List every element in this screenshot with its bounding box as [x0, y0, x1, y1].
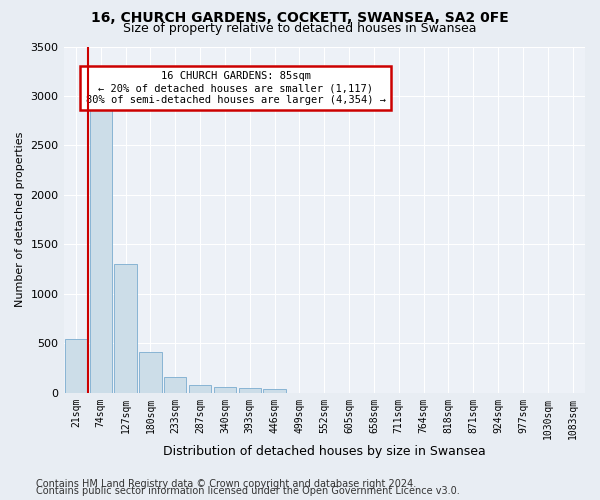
Bar: [65, 338, 87, 393]
Bar: [164, 377, 187, 393]
X-axis label: Distribution of detached houses by size in Swansea: Distribution of detached houses by size …: [163, 444, 485, 458]
Text: Contains public sector information licensed under the Open Government Licence v3: Contains public sector information licen…: [36, 486, 460, 496]
Y-axis label: Number of detached properties: Number of detached properties: [15, 132, 25, 308]
Text: 16 CHURCH GARDENS: 85sqm
← 20% of detached houses are smaller (1,117)
80% of sem: 16 CHURCH GARDENS: 85sqm ← 20% of detach…: [86, 72, 386, 104]
Bar: [239, 388, 261, 393]
Bar: [214, 387, 236, 393]
Text: Contains HM Land Registry data © Crown copyright and database right 2024.: Contains HM Land Registry data © Crown c…: [36, 479, 416, 489]
Bar: [139, 352, 161, 393]
Bar: [115, 264, 137, 393]
Bar: [89, 91, 112, 393]
Bar: [189, 384, 211, 393]
Text: Size of property relative to detached houses in Swansea: Size of property relative to detached ho…: [123, 22, 477, 35]
Bar: [263, 389, 286, 393]
Text: 16, CHURCH GARDENS, COCKETT, SWANSEA, SA2 0FE: 16, CHURCH GARDENS, COCKETT, SWANSEA, SA…: [91, 11, 509, 25]
